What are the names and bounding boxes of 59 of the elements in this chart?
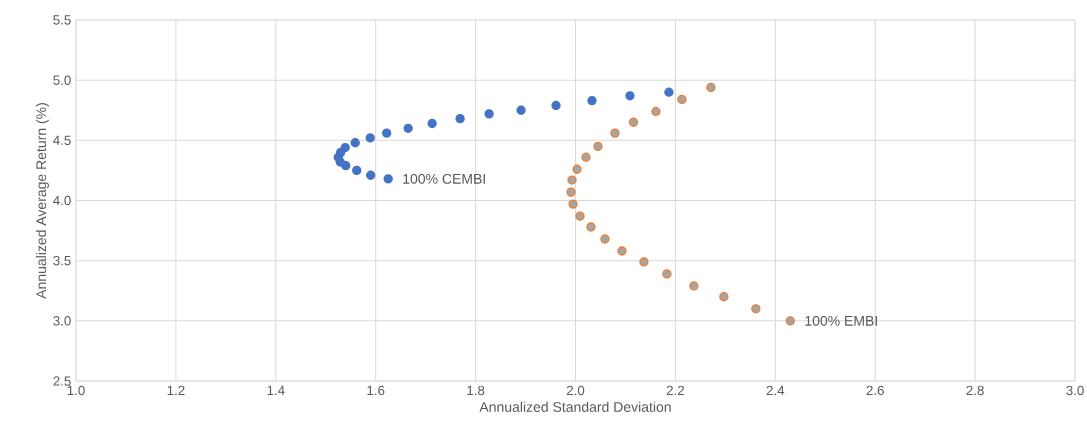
x-tick-label: 1.4: [267, 385, 285, 395]
point: [581, 152, 591, 162]
point: [586, 222, 596, 232]
x-axis-title: Annualized Standard Deviation: [479, 401, 671, 412]
point: [382, 128, 392, 138]
point: [677, 94, 687, 105]
point: [751, 304, 761, 314]
point: [427, 118, 437, 129]
point: [719, 292, 729, 302]
point: [651, 106, 661, 117]
x-tick-label: 1.2: [167, 385, 185, 396]
point: [593, 141, 603, 152]
point: [403, 123, 413, 133]
point: [628, 117, 639, 127]
point: [587, 95, 597, 106]
point: [706, 82, 716, 93]
annotation: 100% EMBI: [805, 315, 877, 326]
y-axis-title: Annualized Average Return (%): [35, 103, 49, 299]
y-tick-label: 4.0: [53, 195, 71, 206]
y-tick-label: 3.5: [53, 255, 71, 266]
point: [516, 105, 526, 115]
annotation: 100% CEMBI: [403, 173, 485, 184]
point: [662, 269, 672, 279]
point: [365, 133, 375, 143]
point: [350, 138, 360, 148]
y-tick-label: 5.5: [53, 15, 71, 25]
point: [484, 109, 494, 119]
point: [617, 246, 627, 256]
x-tick-label: 2.8: [966, 385, 984, 396]
point: [352, 165, 362, 176]
x-tick-label: 2.2: [666, 385, 685, 396]
point: [572, 164, 582, 174]
point: [639, 257, 649, 267]
x-tick-label: 3.0: [1066, 385, 1084, 396]
point: [785, 316, 795, 326]
point: [455, 114, 465, 124]
x-tick-label: 2.4: [766, 385, 785, 396]
x-tick-label: 1.8: [467, 385, 485, 396]
point: [340, 142, 350, 153]
point: [568, 199, 578, 209]
point: [610, 128, 620, 138]
point: [664, 87, 674, 97]
x-tick-label: 2.0: [566, 385, 585, 396]
y-tick-label: 4.5: [53, 135, 71, 145]
point: [551, 100, 561, 111]
point: [567, 175, 577, 185]
point: [383, 174, 393, 184]
point: [575, 211, 585, 221]
x-tick-label: 1.6: [367, 385, 385, 396]
point: [600, 234, 610, 244]
y-tick-label: 5.0: [53, 75, 71, 85]
point: [366, 170, 376, 180]
y-tick-label: 3.0: [53, 316, 71, 326]
y-tick-label: 2.5: [53, 376, 71, 386]
x-tick-label: 1.0: [67, 385, 85, 396]
point: [689, 281, 699, 291]
point: [625, 91, 635, 101]
point: [566, 187, 576, 197]
x-tick-label: 2.6: [866, 385, 884, 396]
